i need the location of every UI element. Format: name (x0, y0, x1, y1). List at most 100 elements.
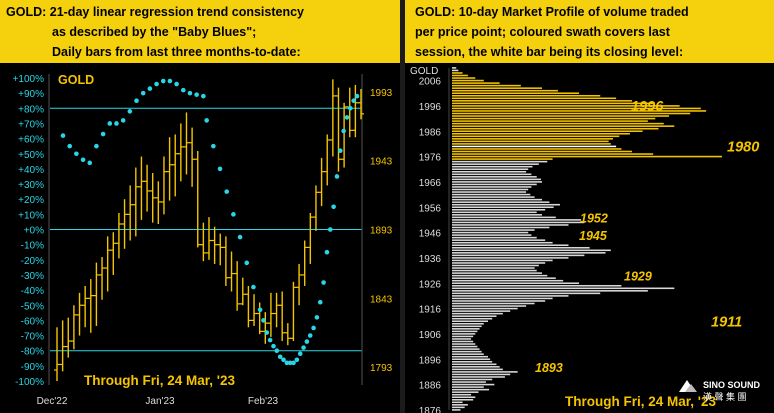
right-legend: GOLD (410, 66, 438, 77)
consistency-dot (87, 160, 93, 166)
ohlc-bar (104, 236, 111, 292)
pct-tick-label: +20% (18, 195, 44, 206)
profile-bar (452, 132, 630, 135)
ohlc-bar (329, 79, 336, 157)
watermark-line-1: SINO SOUND (703, 380, 761, 390)
pct-tick-label: -10% (21, 241, 44, 252)
ohlc-bar (335, 87, 342, 172)
consistency-dot (291, 360, 296, 366)
profile-level-label: 1911 (711, 314, 742, 330)
profile-bar (452, 127, 659, 130)
consistency-dot (211, 143, 216, 149)
profile-bar (452, 214, 542, 216)
ohlc-bar (222, 236, 229, 286)
pct-tick-label: +50% (18, 150, 44, 161)
profile-bar (452, 343, 476, 345)
consistency-dot (204, 118, 209, 123)
profile-bar (452, 272, 542, 274)
profile-bar (452, 315, 497, 317)
profile-bar (452, 186, 532, 188)
profile-bar (452, 145, 617, 148)
left-chart-panel: GOLD: 21-day linear regression trend con… (0, 0, 400, 407)
consistency-dot (67, 143, 73, 149)
left-header-line-2: as described by the "Baby Blues"; (52, 25, 257, 39)
profile-bar (452, 163, 539, 165)
ohlc-bar (149, 173, 156, 223)
price-tick-label: 1893 (370, 226, 393, 237)
consistency-dot (147, 86, 153, 91)
pct-tick-label: +60% (18, 135, 44, 146)
ohlc-bar (324, 134, 331, 186)
price-tick-label: 1976 (419, 153, 442, 164)
ohlc-bar (234, 261, 241, 311)
ohlc-bar (132, 167, 139, 237)
profile-bar (452, 219, 582, 221)
profile-bar (452, 371, 518, 373)
price-tick-label: 1943 (370, 157, 393, 168)
profile-bar (452, 335, 474, 338)
profile-bar (452, 224, 569, 226)
profile-bar (452, 143, 611, 145)
profile-bar (452, 264, 539, 267)
left-header-line-1: GOLD: 21-day linear regression trend con… (6, 5, 305, 19)
ohlc-bar (144, 164, 151, 212)
x-tick-label: Jan'23 (145, 396, 175, 407)
profile-bar (452, 246, 590, 249)
profile-bar (452, 122, 664, 125)
sino-sound-logo-icon (679, 380, 697, 392)
consistency-dot (344, 115, 350, 120)
profile-bar (452, 221, 585, 224)
profile-bar (452, 206, 554, 209)
ohlc-bar (262, 312, 269, 344)
price-tick-label: 1876 (419, 406, 442, 413)
profile-bar (452, 391, 479, 393)
profile-bar (452, 252, 606, 254)
profile-bar (452, 105, 680, 107)
profile-bar (452, 117, 656, 120)
ohlc-bar (87, 279, 94, 333)
ohlc-bar (70, 305, 77, 350)
profile-bar (452, 282, 580, 285)
profile-bar (452, 302, 535, 305)
consistency-dot (264, 330, 270, 335)
pct-tick-label: +70% (18, 119, 44, 130)
consistency-dot (100, 131, 106, 137)
profile-bar (452, 290, 648, 292)
profile-bar (452, 198, 542, 201)
consistency-dot (160, 78, 166, 84)
profile-bar (452, 196, 535, 198)
profile-bar (452, 89, 558, 92)
profile-bar (452, 160, 548, 163)
price-tick-label: 1916 (419, 305, 442, 316)
consistency-dot (341, 128, 346, 134)
profile-bar (452, 69, 459, 72)
profile-bar (452, 191, 527, 193)
profile-bar (452, 373, 511, 376)
profile-bar (452, 320, 488, 323)
profile-bar (452, 216, 556, 219)
ohlc-bar (341, 102, 348, 168)
ohlc-bar (346, 87, 353, 138)
profile-bar (452, 406, 465, 409)
profile-bar (452, 87, 542, 89)
price-tick-label: 1996 (419, 102, 442, 113)
profile-bar (452, 201, 550, 203)
consistency-dot (267, 337, 273, 343)
left-header-line-3: Daily bars from last three months-to-dat… (52, 45, 301, 59)
profile-bar (452, 135, 620, 138)
profile-level-label: 1952 (580, 211, 608, 225)
profile-bar (452, 355, 488, 358)
profile-bar (452, 345, 478, 348)
profile-bar (452, 333, 476, 335)
consistency-dot (251, 284, 256, 290)
consistency-dot (194, 92, 199, 97)
ohlc-bar (127, 185, 134, 241)
x-tick-label: Dec'22 (37, 396, 68, 407)
ohlc-bar (194, 150, 201, 248)
pct-tick-label: -50% (21, 301, 44, 312)
watermark-line-2: 漢 聲 集 團 (703, 391, 747, 402)
profile-bar (452, 274, 548, 277)
consistency-dot (180, 87, 186, 93)
consistency-dot (174, 81, 179, 87)
ohlc-bar (115, 212, 122, 259)
